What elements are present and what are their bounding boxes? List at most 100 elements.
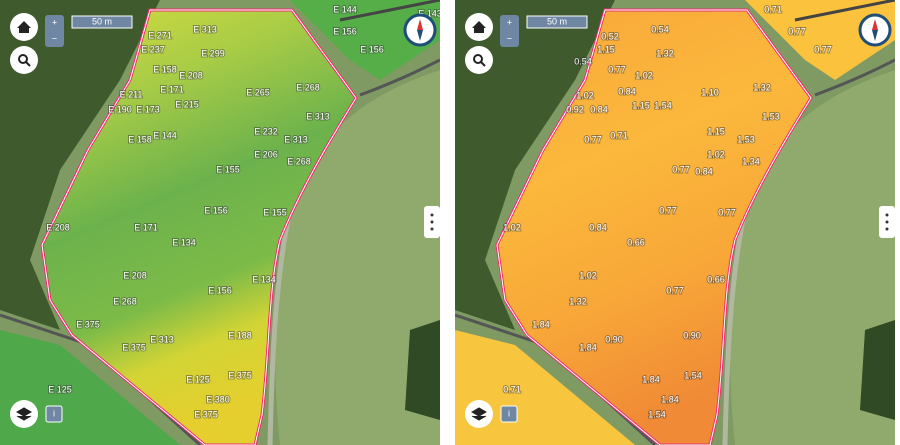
zoom-out[interactable]: − [507, 33, 512, 43]
zone-label: E 190 [108, 104, 132, 114]
zone-label: 0.90 [683, 330, 701, 340]
road [359, 58, 440, 97]
woodland [0, 0, 160, 330]
zone-label: 0.77 [608, 64, 626, 74]
zone-label: 0.77 [659, 205, 677, 215]
zone-label: 1.10 [701, 87, 719, 97]
zone-label: E 265 [246, 87, 270, 97]
zone-label: E 156 [204, 205, 228, 215]
menu-dot [430, 227, 434, 231]
zoom-in[interactable]: + [52, 17, 57, 27]
zone-label: E 125 [48, 384, 72, 394]
zone-label: E 155 [216, 164, 240, 174]
zone-label: 0.77 [666, 285, 684, 295]
zone-label: 1.32 [569, 296, 587, 306]
layers-icon [15, 407, 33, 421]
zone-label: E 375 [228, 370, 252, 380]
neighbour-field-bottom [455, 330, 635, 445]
zone-label: 0.66 [707, 274, 725, 284]
zone-label: E 313 [150, 334, 174, 344]
zoom-out[interactable]: − [52, 33, 57, 43]
road [814, 58, 895, 97]
compass-needle [417, 30, 423, 41]
zone-label: E 380 [206, 394, 230, 404]
info-label[interactable]: i [508, 408, 510, 418]
zone-label: E 158 [153, 64, 177, 74]
zone-label: 1.32 [753, 82, 771, 92]
zoom-in[interactable]: + [507, 17, 512, 27]
zone-label: E 375 [122, 342, 146, 352]
zone-label: 0.92 [566, 104, 584, 114]
search-button[interactable] [465, 46, 493, 74]
zone-label: 1.53 [737, 134, 755, 144]
info-button[interactable] [500, 405, 518, 423]
zone-label: 1.34 [742, 156, 760, 166]
zone-label: E 313 [306, 111, 330, 121]
zone-label: E 155 [263, 207, 287, 217]
home-icon [17, 21, 31, 33]
field-border [496, 9, 812, 445]
zone-label: 0.77 [672, 164, 690, 174]
road [339, 0, 440, 22]
layers-icon [470, 407, 488, 421]
zone-label: 1.15 [597, 44, 615, 54]
zone-label: 1.02 [503, 222, 521, 232]
zone-label: E 156 [333, 26, 357, 36]
zone-label: 1.02 [579, 270, 597, 280]
zone-label: 1.02 [576, 90, 594, 100]
zone-label: 0.71 [610, 130, 628, 140]
home-icon [472, 21, 486, 33]
zone-label: E 188 [228, 330, 252, 340]
zone-label: E 208 [179, 70, 203, 80]
zone-label: E 173 [136, 104, 160, 114]
zone-label: 1.02 [707, 149, 725, 159]
zone-label: E 375 [76, 319, 100, 329]
scale-label: 50 m [92, 16, 112, 26]
zone-label: E 171 [160, 84, 184, 94]
zone-label: 0.77 [788, 26, 806, 36]
zoom-control[interactable] [45, 15, 64, 47]
zone-label: 0.84 [695, 166, 713, 176]
zone-label: 0.77 [584, 134, 602, 144]
info-button[interactable] [45, 405, 63, 423]
compass-needle [872, 30, 878, 41]
zone-label: E 206 [254, 149, 278, 159]
zone-label: E 134 [252, 274, 276, 284]
info-label[interactable]: i [53, 408, 55, 418]
neighbour-field-bottom [0, 330, 180, 445]
neighbour-field-top [290, 0, 440, 80]
zone-label: E 268 [287, 156, 311, 166]
search-icon [473, 54, 483, 64]
zone-label: E 158 [128, 134, 152, 144]
compass-needle [417, 19, 423, 30]
zone-label: E 271 [148, 30, 172, 40]
zone-label: 0.71 [764, 4, 782, 14]
zone-label: 0.84 [589, 222, 607, 232]
zone-label: E 156 [360, 44, 384, 54]
trees-right [405, 320, 440, 420]
zone-label: 0.66 [627, 237, 645, 247]
zone-label: 0.77 [718, 207, 736, 217]
zone-label: 1.15 [632, 100, 650, 110]
menu-dot [430, 213, 434, 217]
zone-label: 1.02 [635, 70, 653, 80]
zone-label: E 375 [194, 409, 218, 419]
zone-label: E 215 [175, 99, 199, 109]
zone-label: E 144 [153, 130, 177, 140]
map-panel: 0.71 0.77 0.77 0.52 0.54 1.15 1.32 0.54 0.77 1.02… [455, 0, 895, 445]
zone-label: E 211 [120, 89, 143, 99]
compass-needle [872, 19, 878, 30]
zoom-control[interactable] [500, 15, 519, 47]
neighbour-field-top [745, 0, 895, 80]
zone-label: E 299 [201, 48, 225, 58]
zone-label: 0.90 [605, 334, 623, 344]
trees-right [860, 320, 895, 420]
menu-dot [885, 220, 889, 224]
zone-label: 1.84 [661, 394, 679, 404]
search-button[interactable] [10, 46, 38, 74]
search-icon [18, 54, 28, 64]
zone-label: 1.84 [532, 319, 550, 329]
zone-label: E 237 [141, 44, 165, 54]
